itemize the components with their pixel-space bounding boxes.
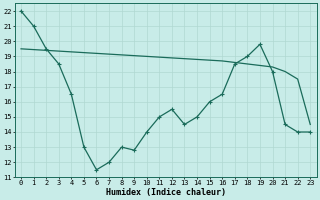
X-axis label: Humidex (Indice chaleur): Humidex (Indice chaleur) [106, 188, 226, 197]
